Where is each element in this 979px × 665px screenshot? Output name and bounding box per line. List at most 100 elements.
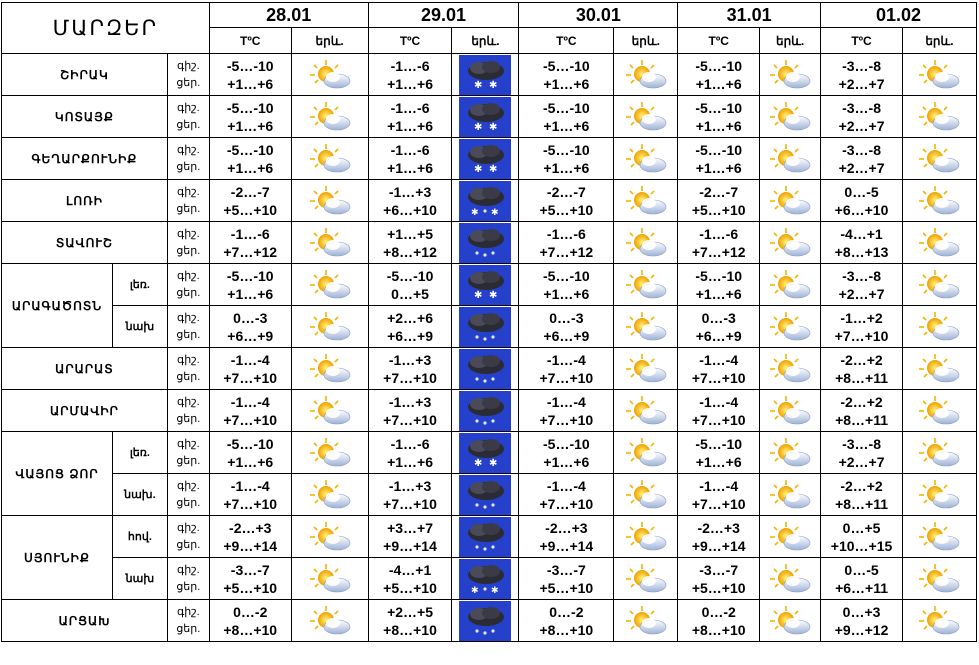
svg-text:✱: ✱ — [491, 586, 499, 596]
temperature-cell: -5…-10 +1…+6 — [677, 431, 761, 474]
night-temperature: 0…-3 — [701, 309, 736, 326]
rain-snow-cloud-icon: ✱ ✱ — [452, 180, 518, 221]
weather-cell — [290, 389, 369, 432]
snow-cloud-icon: ✱ ✱ — [452, 432, 518, 473]
night-temperature: -5…-10 — [543, 57, 590, 74]
day-temperature: +8…+13 — [834, 243, 889, 260]
table-row: նախ գիշ. ցեր. 0…-3 +6…+9 +2…+6 +6…+9 0…-3 +6…+9 0… — [2, 305, 978, 348]
day-temperature: +1…+6 — [227, 285, 274, 302]
sun-cloud-icon — [760, 393, 820, 429]
snow-cloud-icon: ✱ ✱ — [452, 138, 518, 179]
day-temperature: +7…+10 — [539, 411, 594, 428]
day-label: ցեր. — [176, 118, 201, 131]
temperature-cell: -5…-10 +1…+6 — [677, 263, 761, 306]
night-temperature: -4…+1 — [840, 225, 883, 242]
day-temperature: +1…+6 — [227, 117, 274, 134]
temperature-cell: -1…-4 +7…+10 — [677, 473, 761, 516]
day-temperature: +7…+10 — [383, 369, 437, 386]
day-temperature: +6…+9 — [387, 327, 433, 344]
rain-cloud-icon — [452, 516, 518, 557]
temperature-cell: 0…-3 +6…+9 — [677, 305, 761, 348]
night-temperature: -3…-8 — [842, 99, 881, 116]
sun-cloud-icon — [903, 183, 976, 219]
svg-text:✱: ✱ — [474, 458, 482, 469]
day-temperature: +5…+10 — [691, 201, 746, 218]
weather-cell — [901, 137, 978, 180]
region-name: ԳԵՂԱՐՔՈՒՆԻՔ — [1, 137, 168, 180]
sun-cloud-icon — [760, 519, 820, 555]
night-label: գիշ. — [176, 605, 200, 618]
svg-text:✱: ✱ — [489, 290, 497, 301]
sun-cloud-icon — [614, 57, 677, 93]
temperature-cell: -4…+1 +8…+13 — [820, 221, 903, 264]
weather-cell — [759, 431, 822, 474]
night-label: գիշ. — [176, 521, 200, 534]
day-temperature: +1…+6 — [695, 117, 742, 134]
temperature-cell: -1…-4 +7…+10 — [518, 473, 615, 516]
temperature-cell: 0…+3 +9…+12 — [820, 599, 903, 642]
weather-cell: ✱ ✱ — [451, 95, 520, 138]
temperature-cell: +3…+7 +9…+14 — [367, 515, 453, 558]
weather-column-header: երև. — [613, 27, 679, 54]
night-temperature: -5…-10 — [543, 141, 590, 158]
weather-cell — [290, 95, 369, 138]
temperature-cell: -1…-6 +1…+6 — [367, 95, 453, 138]
weather-cell — [759, 95, 822, 138]
night-temperature: -2…+2 — [840, 351, 883, 368]
sun-cloud-icon — [614, 393, 677, 429]
day-temperature: +7…+10 — [539, 495, 594, 512]
sun-cloud-icon — [292, 267, 368, 303]
table-row: ՏԱՎՈՒՇ գիշ. ցեր. -1…-6 +7…+12 +1…+5 +8…+12 -1…-… — [1, 221, 978, 264]
weather-cell — [451, 473, 520, 516]
temperature-cell: 0…-3 +6…+9 — [208, 305, 292, 348]
day-label: ցեր. — [176, 76, 201, 89]
svg-text:✱: ✱ — [474, 122, 482, 133]
day-temperature: +1…+6 — [543, 117, 590, 134]
temperature-column-header: TºC — [820, 27, 903, 54]
sun-cloud-icon — [760, 141, 820, 177]
night-temperature: -2…+3 — [229, 519, 272, 536]
temperature-cell: -1…+2 +7…+10 — [820, 305, 903, 348]
night-label: գիշ. — [176, 479, 200, 492]
svg-text:✱: ✱ — [474, 80, 482, 91]
time-of-day-labels: գիշ. ցեր. — [166, 347, 210, 390]
weather-cell — [451, 347, 520, 390]
day-temperature: +8…+11 — [835, 411, 888, 428]
night-temperature: 0…-5 — [844, 183, 879, 200]
day-temperature: 0…+5 — [391, 285, 429, 302]
weather-cell — [759, 389, 822, 432]
day-label: ցեր. — [176, 454, 201, 467]
night-temperature: -1…-4 — [546, 351, 586, 368]
night-temperature: -3…-7 — [699, 561, 739, 578]
sun-cloud-icon — [614, 351, 677, 387]
day-label: ցեր. — [176, 328, 201, 341]
time-of-day-labels: գիշ. ցեր. — [166, 95, 210, 138]
temperature-cell: -2…-7 +5…+10 — [677, 179, 761, 222]
weather-cell — [901, 95, 978, 138]
weather-cell — [613, 137, 679, 180]
time-of-day-labels: գիշ. ցեր. — [166, 599, 210, 642]
weather-cell: ✱ ✱ — [451, 431, 520, 474]
temperature-cell: -3…-8 +2…+7 — [820, 95, 903, 138]
night-temperature: -5…-10 — [543, 435, 590, 452]
region-name: ՇԻՐԱԿ — [1, 53, 168, 96]
temperature-cell: -1…-4 +7…+10 — [208, 473, 292, 516]
day-temperature: +7…+12 — [539, 243, 594, 260]
weather-cell — [451, 221, 520, 264]
night-temperature: -3…-7 — [546, 561, 586, 578]
day-temperature: +9…+14 — [383, 537, 437, 554]
temperature-cell: -3…-8 +2…+7 — [820, 137, 903, 180]
night-temperature: 0…+5 — [842, 519, 881, 536]
temperature-cell: -1…+3 +6…+10 — [367, 179, 453, 222]
temperature-column-header: TºC — [208, 27, 292, 54]
table-row: ԼՈՌԻ գիշ. ցեր. -2…-7 +5…+10 -1…+3 +6…+10 ✱ ✱ -2…-… — [1, 179, 978, 222]
night-label: գիշ. — [176, 101, 200, 114]
subregion-name: լեռ. — [111, 431, 168, 474]
temperature-cell: -2…+2 +8…+11 — [820, 389, 903, 432]
day-temperature: +1…+6 — [227, 75, 274, 92]
night-temperature: -1…-6 — [230, 225, 270, 242]
night-temperature: -3…-8 — [842, 435, 881, 452]
night-temperature: -2…+3 — [545, 519, 588, 536]
day-temperature: +8…+11 — [835, 369, 888, 386]
sun-cloud-icon — [760, 435, 820, 471]
